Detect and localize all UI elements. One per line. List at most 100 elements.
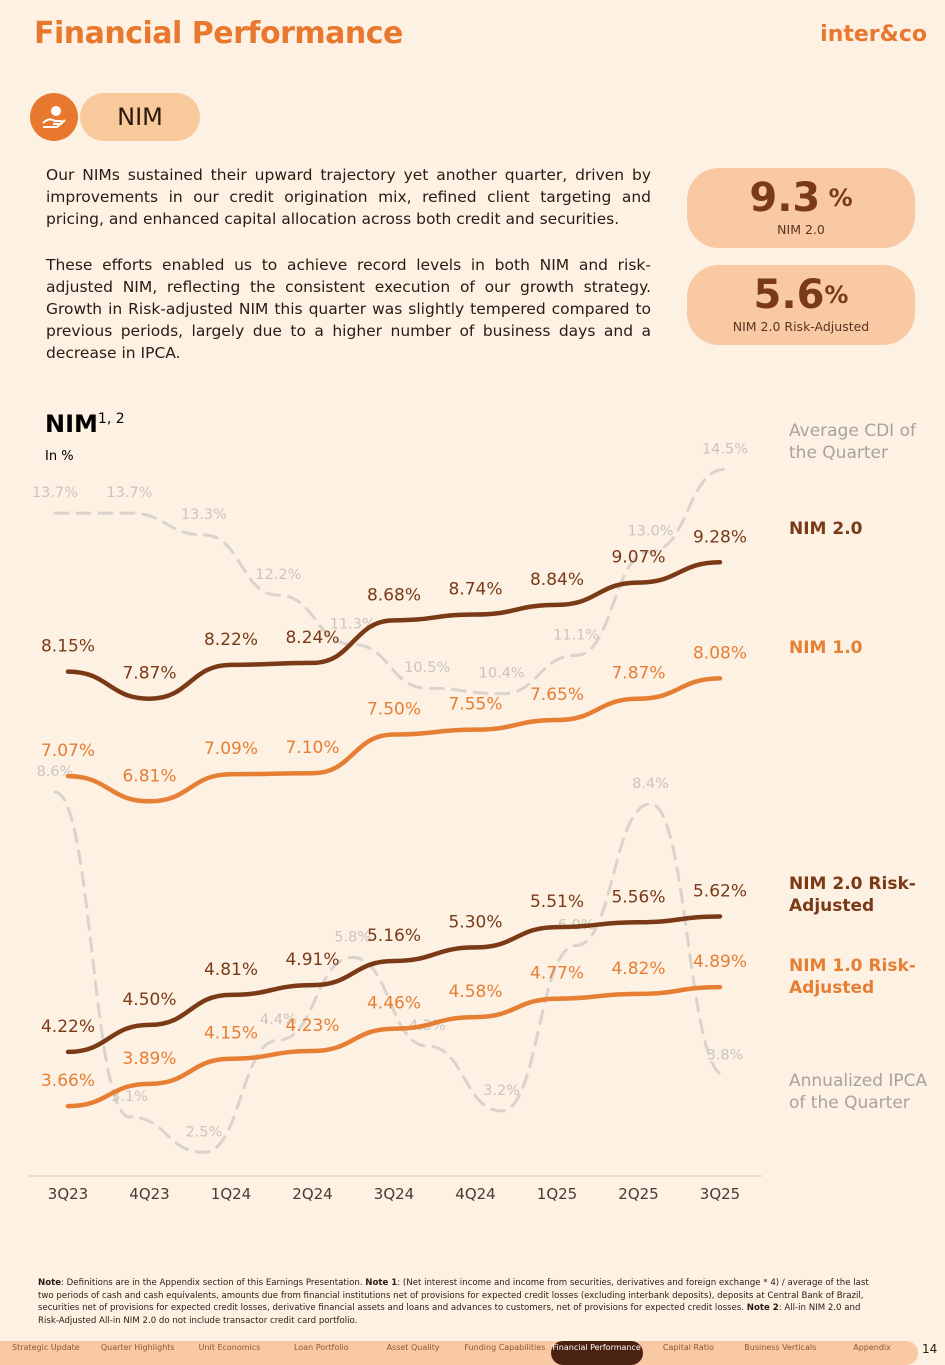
kpi-unit: % — [824, 281, 849, 309]
kpi-card: 9.3 % NIM 2.0 — [687, 168, 915, 248]
kpi-value: 5.6% — [687, 271, 915, 319]
x-tick-label: 2Q25 — [618, 1185, 658, 1203]
x-tick-label: 1Q25 — [537, 1185, 577, 1203]
legend-entry: NIM 2.0 Risk-Adjusted — [789, 874, 916, 916]
paragraph: These efforts enabled us to achieve reco… — [46, 256, 651, 362]
data-label: 5.62% — [693, 881, 747, 901]
kpi-number: 9.3 — [749, 175, 821, 221]
footnote-run: : (Net interest income and income from s… — [38, 1278, 869, 1313]
page-number: 14 — [922, 1342, 938, 1356]
data-label: 4.81% — [204, 960, 258, 980]
legend-entry: Average CDI of the Quarter — [789, 421, 916, 463]
data-label: 4.77% — [530, 964, 584, 984]
data-label: 4.50% — [122, 990, 176, 1010]
series-line — [65, 676, 723, 804]
x-tick-label: 1Q24 — [211, 1185, 251, 1203]
data-label: 4.82% — [611, 959, 665, 979]
data-label: 4.58% — [448, 982, 502, 1002]
chart-title: NIM1, 2 — [45, 410, 125, 438]
reference-line — [53, 467, 727, 696]
data-label: 3.89% — [122, 1049, 176, 1069]
kpi-label: NIM 2.0 Risk-Adjusted — [732, 319, 870, 334]
paragraph: Our NIMs sustained their upward trajecto… — [46, 166, 651, 228]
data-label: 11.1% — [553, 627, 599, 643]
series-line — [65, 984, 723, 1109]
data-label: 5.30% — [448, 912, 502, 932]
data-label: 5.56% — [611, 887, 665, 907]
nav-item[interactable]: Financial Performance — [550, 1341, 643, 1365]
data-label: 7.10% — [285, 738, 339, 758]
data-label: 5.16% — [367, 926, 421, 946]
nav-item[interactable]: Capital Ratio — [662, 1343, 715, 1352]
data-label: 8.84% — [530, 570, 584, 590]
x-tick-label: 3Q23 — [48, 1185, 88, 1203]
nav-item[interactable]: Funding Capabilities — [464, 1343, 546, 1352]
nav-item[interactable]: Asset Quality — [386, 1343, 440, 1352]
data-label: 6.81% — [122, 766, 176, 786]
data-label: 5.51% — [530, 892, 584, 912]
footnote: Note: Definitions are in the Appendix se… — [38, 1277, 876, 1327]
x-tick-label: 2Q24 — [292, 1185, 332, 1203]
nav-item[interactable]: Unit Economics — [198, 1343, 261, 1352]
data-label: 4.23% — [285, 1016, 339, 1036]
data-label: 8.15% — [41, 637, 95, 657]
data-label: 4.46% — [367, 994, 421, 1014]
data-label: 10.5% — [404, 660, 450, 676]
nav-item[interactable]: Loan Portfolio — [293, 1343, 349, 1352]
nav-item[interactable]: Strategic Update — [12, 1343, 80, 1352]
data-label: 10.4% — [479, 666, 525, 682]
data-label: 8.22% — [204, 630, 258, 650]
data-label: 14.5% — [702, 441, 748, 457]
data-label: 9.07% — [611, 548, 665, 568]
legend-entry: Annualized IPCA of the Quarter — [789, 1071, 928, 1113]
chart-title-note: 1, 2 — [98, 411, 125, 427]
data-label: 4.4% — [260, 1012, 297, 1028]
data-label: 4.91% — [285, 950, 339, 970]
data-label: 13.7% — [32, 485, 78, 501]
footnote-run: Note — [38, 1278, 62, 1288]
data-label: 5.8% — [334, 929, 371, 945]
x-tick-label: 4Q24 — [455, 1185, 495, 1203]
kpi-number: 5.6 — [753, 272, 825, 318]
data-label: 7.50% — [367, 700, 421, 720]
series-line — [65, 914, 723, 1055]
footnote-run: : Definitions are in the Appendix sectio… — [61, 1278, 366, 1288]
data-label: 8.08% — [693, 643, 747, 663]
data-label: 8.68% — [367, 585, 421, 605]
nav-item[interactable]: Business Verticals — [744, 1343, 817, 1352]
data-label: 8.74% — [448, 580, 502, 600]
data-label: 7.07% — [41, 741, 95, 761]
data-label: 12.2% — [255, 567, 301, 583]
x-tick-label: 4Q23 — [129, 1185, 169, 1203]
data-label: 13.0% — [628, 523, 674, 539]
nav-item[interactable]: Appendix — [853, 1343, 891, 1352]
data-label: 3.8% — [707, 1048, 744, 1064]
series-line — [65, 560, 723, 701]
data-label: 8.6% — [37, 764, 74, 780]
chart: NIM1, 2 In % 13.7% 13.7%13.3%12.2%11.3%10… — [28, 410, 762, 1203]
reference-line — [53, 790, 727, 1154]
legend-entry: NIM 1.0 Risk-Adjusted — [789, 956, 916, 998]
data-label: 13.3% — [181, 507, 227, 523]
data-label: 7.87% — [611, 664, 665, 684]
data-label: 8.24% — [285, 628, 339, 648]
chart-subtitle: In % — [45, 449, 74, 464]
kpi-label: NIM 2.0 — [777, 222, 825, 237]
chart-title-text: NIM — [45, 410, 98, 438]
x-tick-label: 3Q24 — [374, 1185, 414, 1203]
section-icon — [30, 93, 78, 141]
kpi-unit: % — [820, 184, 853, 212]
logo: inter&co — [820, 22, 927, 47]
data-label: 13.7% — [106, 485, 152, 501]
data-label: 9.28% — [693, 527, 747, 547]
data-label: 7.55% — [448, 695, 502, 715]
footnote-run: Note 1 — [365, 1278, 398, 1288]
nav-item[interactable]: Quarter Highlights — [100, 1343, 175, 1352]
footnote-run: : All-in NIM 2.0 and Risk-Adjusted All-i… — [38, 1303, 861, 1326]
data-label: 7.65% — [530, 685, 584, 705]
icon-graphic — [42, 106, 66, 128]
data-label: 4.22% — [41, 1017, 95, 1037]
data-label: 3.2% — [483, 1083, 520, 1099]
kpi-card: 5.6% NIM 2.0 Risk-Adjusted — [687, 265, 915, 345]
